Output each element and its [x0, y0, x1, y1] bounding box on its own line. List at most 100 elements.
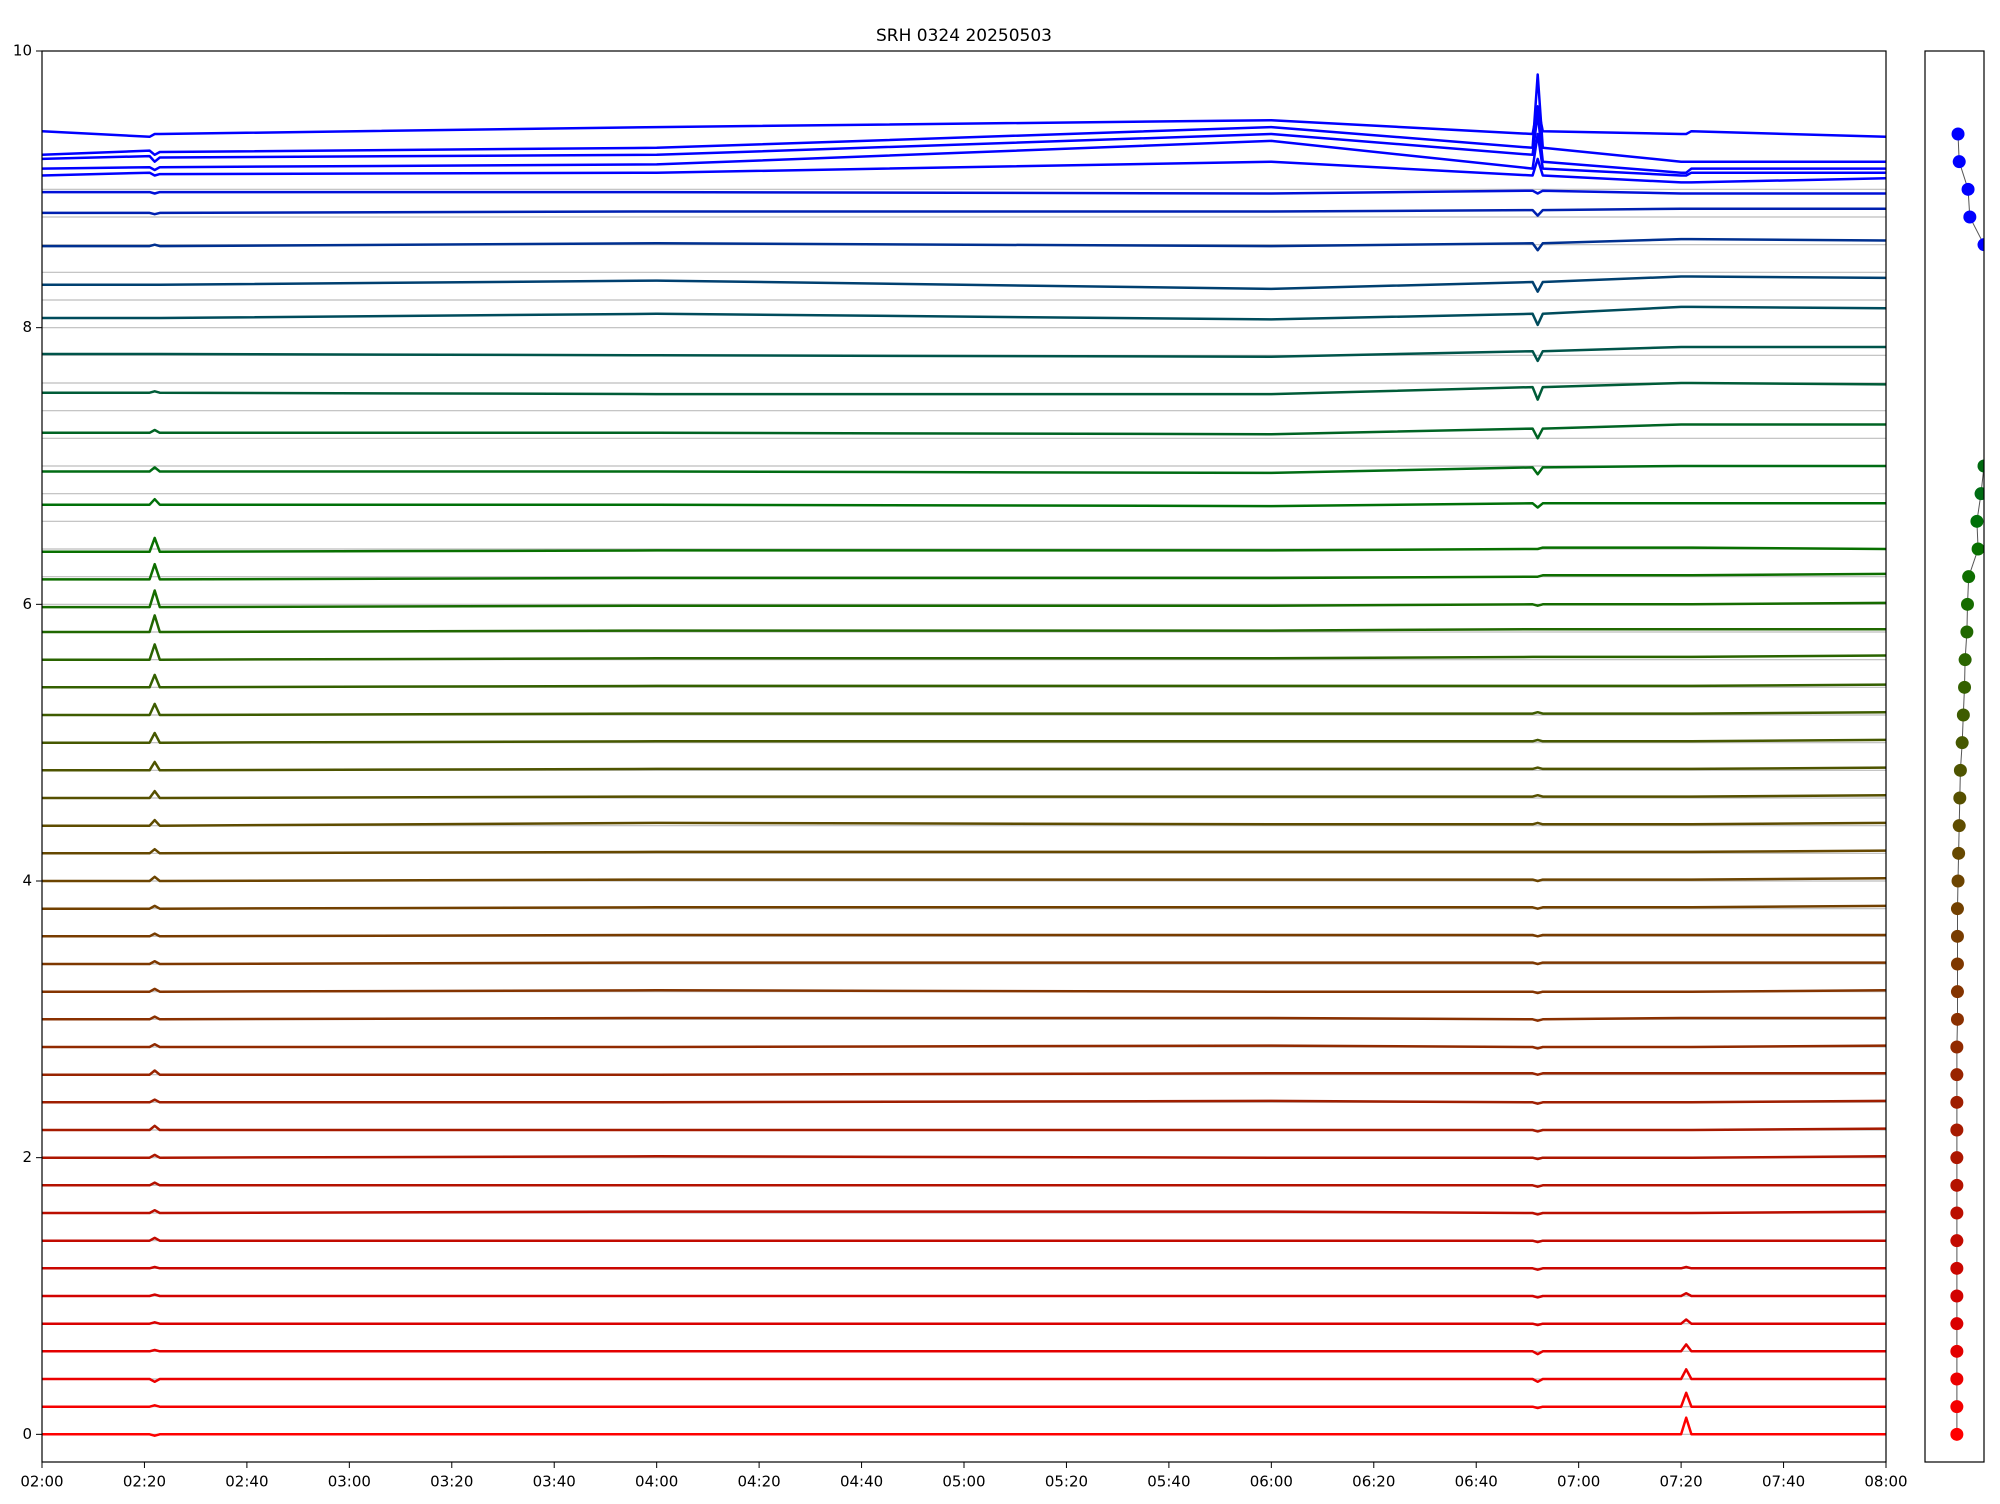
y-tick-label: 6	[22, 595, 32, 613]
trace	[42, 847, 1887, 855]
trace	[42, 1416, 1886, 1437]
trace	[42, 789, 1887, 800]
trace	[42, 614, 1886, 634]
trace	[42, 1265, 1886, 1271]
point	[1952, 846, 1966, 860]
point	[1950, 1344, 1964, 1358]
trace	[42, 1124, 1887, 1133]
trace	[42, 875, 1887, 883]
x-tick-label: 02:40	[225, 1473, 268, 1491]
trace	[42, 275, 1887, 293]
trace	[42, 189, 1886, 195]
trace	[42, 818, 1887, 827]
point	[1953, 791, 1967, 805]
trace	[42, 1153, 1887, 1161]
x-tick-label: 07:20	[1659, 1473, 1702, 1491]
point	[1952, 155, 1966, 169]
point	[1950, 1178, 1964, 1192]
point	[1951, 874, 1965, 888]
trace	[42, 904, 1887, 910]
point	[1950, 985, 1964, 999]
point	[1950, 1068, 1964, 1082]
point	[1950, 1289, 1964, 1303]
point	[1963, 210, 1977, 224]
trace	[41, 157, 1887, 184]
trace	[42, 760, 1887, 772]
trace	[42, 536, 1887, 554]
point	[1962, 570, 1976, 584]
side-frame	[1924, 50, 1985, 1463]
trace	[42, 959, 1886, 966]
trace	[42, 643, 1887, 661]
trace	[42, 932, 1886, 938]
trace	[42, 731, 1887, 744]
point	[1951, 127, 1965, 141]
y-tick-label: 0	[22, 1425, 32, 1443]
y-tick-label: 10	[13, 42, 32, 60]
y-tick-label: 4	[22, 872, 32, 890]
trace	[42, 1318, 1886, 1327]
x-tick-label: 07:40	[1762, 1473, 1805, 1491]
trace	[42, 1181, 1886, 1188]
x-tick-label: 02:20	[123, 1473, 166, 1491]
point	[1971, 542, 1984, 556]
chart-title: SRH 0324 20250503	[876, 26, 1052, 46]
x-tick-label: 04:20	[737, 1473, 780, 1491]
trace	[42, 1291, 1886, 1299]
point	[1950, 1151, 1964, 1165]
main-plot	[41, 73, 1887, 1437]
x-tick-label: 05:00	[942, 1473, 985, 1491]
point	[1958, 680, 1972, 694]
point	[1950, 1372, 1964, 1386]
point	[1950, 1040, 1964, 1054]
point	[1970, 514, 1984, 528]
point	[1950, 1400, 1964, 1414]
trace	[42, 1368, 1886, 1384]
x-tick-label: 05:20	[1045, 1473, 1088, 1491]
point	[1961, 182, 1975, 196]
x-tick-label: 02:00	[20, 1473, 63, 1491]
point	[1977, 238, 1984, 252]
trace	[42, 381, 1887, 401]
point	[1950, 929, 1964, 943]
point	[1960, 597, 1974, 611]
y-tick-label: 2	[22, 1148, 32, 1166]
point	[1955, 736, 1969, 750]
trace	[42, 589, 1887, 609]
point	[1977, 459, 1984, 473]
point	[1950, 1261, 1964, 1275]
x-tick-label: 03:00	[328, 1473, 371, 1491]
trace	[41, 132, 1886, 177]
x-tick-label: 06:40	[1455, 1473, 1498, 1491]
trace	[42, 702, 1887, 717]
x-tick-label: 07:00	[1557, 1473, 1600, 1491]
trace	[42, 1042, 1887, 1050]
trace	[42, 1391, 1886, 1410]
y-tick-label: 8	[22, 318, 32, 336]
trace	[42, 207, 1886, 217]
side-plot	[1950, 127, 1984, 1441]
point	[1950, 1427, 1964, 1441]
point	[1950, 957, 1964, 971]
point	[1958, 653, 1972, 667]
x-tick-label: 04:40	[840, 1473, 883, 1491]
trace	[42, 464, 1886, 476]
x-tick-label: 03:40	[533, 1473, 576, 1491]
point	[1950, 1206, 1964, 1220]
trace	[41, 112, 1886, 174]
trace	[41, 73, 1886, 163]
trace	[42, 1015, 1886, 1022]
point	[1950, 902, 1964, 916]
trace	[41, 105, 1887, 139]
point	[1953, 763, 1967, 777]
trace	[42, 1236, 1886, 1244]
trace	[42, 1098, 1887, 1105]
trace	[42, 562, 1887, 581]
trace	[42, 987, 1887, 995]
x-tick-label: 08:00	[1864, 1473, 1907, 1491]
x-tick-label: 04:00	[635, 1473, 678, 1491]
x-tick-label: 03:20	[430, 1473, 473, 1491]
trace	[42, 345, 1886, 363]
trace	[42, 1069, 1886, 1076]
